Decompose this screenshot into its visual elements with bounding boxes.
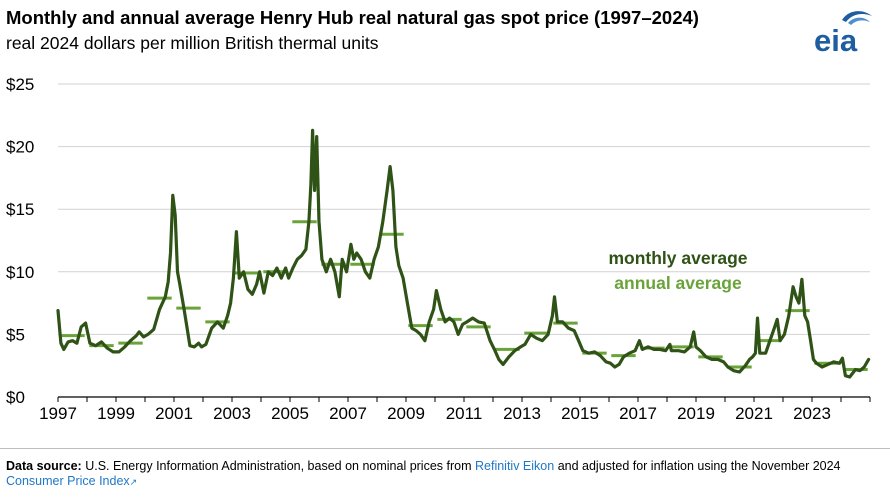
x-tick-label: 2019 xyxy=(677,404,715,423)
x-tick-label: 2005 xyxy=(271,404,309,423)
cpi-link[interactable]: Consumer Price Index xyxy=(6,474,130,488)
x-tick-label: 2003 xyxy=(213,404,251,423)
logo-text: eia xyxy=(814,23,858,56)
y-axis-ticks: $0 $5 $10 $15 $20 $25 xyxy=(6,75,34,407)
x-tick-label: 1999 xyxy=(97,404,135,423)
logo-arc-icon xyxy=(842,11,872,22)
refinitiv-link[interactable]: Refinitiv Eikon xyxy=(475,459,555,473)
x-tick-label: 2021 xyxy=(735,404,773,423)
x-tick-label: 2009 xyxy=(387,404,425,423)
chart-title: Monthly and annual average Henry Hub rea… xyxy=(6,7,699,28)
external-link-icon: ↗ xyxy=(129,477,138,487)
monthly-average-line xyxy=(56,128,871,379)
footer-divider xyxy=(0,448,890,449)
x-tick-label: 2013 xyxy=(503,404,541,423)
price-chart: $0 $5 $10 $15 $20 $25 1997 1999 2001 2003 2005 200… xyxy=(6,75,871,423)
monthly-average-series xyxy=(56,128,871,379)
data-source-note: Data source: U.S. Energy Information Adm… xyxy=(6,459,886,490)
y-tick-label: $0 xyxy=(6,388,25,407)
y-tick-label: $10 xyxy=(6,263,34,282)
y-tick-label: $25 xyxy=(6,75,34,94)
x-axis-ticks: 1997 1999 2001 2003 2005 2007 2009 2011 2013 2015… xyxy=(39,397,871,423)
y-tick-label: $15 xyxy=(6,200,34,219)
source-label: Data source: xyxy=(6,459,82,473)
legend: monthly average annual average xyxy=(608,248,747,293)
x-tick-label: 2017 xyxy=(619,404,657,423)
eia-logo[interactable]: eia xyxy=(808,6,878,56)
source-text-1: U.S. Energy Information Administration, … xyxy=(85,459,472,473)
y-tick-label: $20 xyxy=(6,138,34,157)
x-tick-label: 2011 xyxy=(446,404,483,423)
legend-monthly-average: monthly average xyxy=(608,248,747,268)
legend-annual-average: annual average xyxy=(614,273,742,293)
x-tick-label: 2001 xyxy=(155,404,193,423)
source-text-2: and adjusted for inflation using the Nov… xyxy=(557,459,841,473)
x-tick-label: 2023 xyxy=(793,404,831,423)
chart-subtitle: real 2024 dollars per million British th… xyxy=(6,33,379,53)
x-tick-label: 2007 xyxy=(329,404,367,423)
gridlines xyxy=(58,83,870,398)
y-tick-label: $5 xyxy=(6,325,25,344)
x-tick-label: 1997 xyxy=(39,404,77,423)
x-tick-label: 2015 xyxy=(561,404,599,423)
logo-arc-icon-secondary xyxy=(848,17,870,25)
